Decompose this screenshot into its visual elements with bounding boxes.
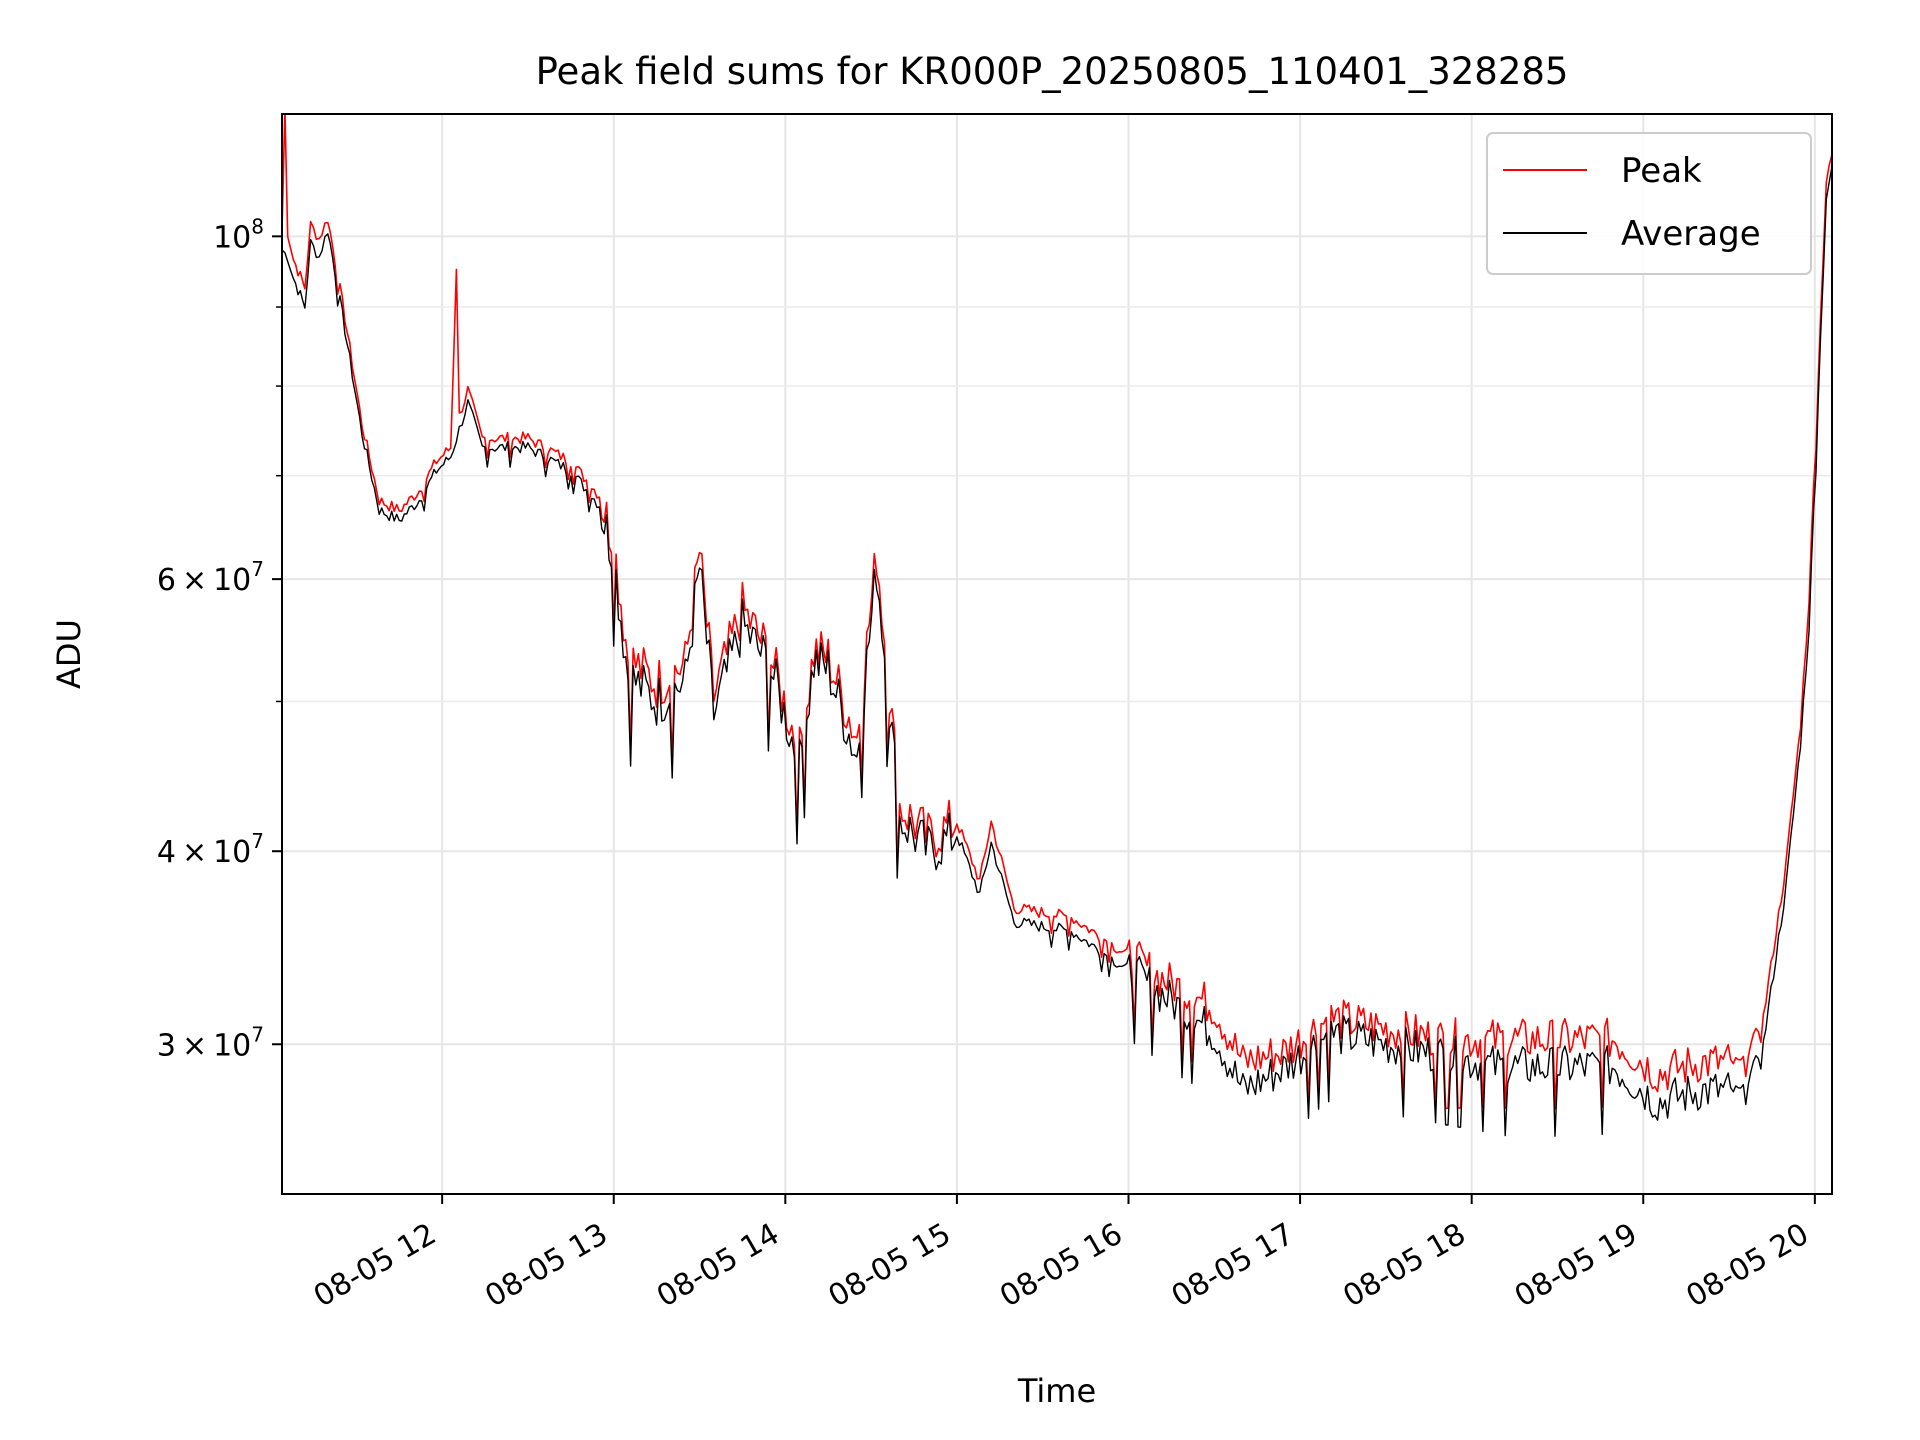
y-tick-label: 3 × 107 (157, 1022, 264, 1063)
legend: Peak Average (1486, 132, 1812, 275)
plot-area-frame (281, 113, 1833, 1195)
x-axis-label: Time (1017, 1372, 1096, 1410)
y-tick-label: 6 × 107 (157, 557, 264, 598)
y-tick-label: 4 × 107 (157, 829, 264, 870)
chart-title: Peak field sums for KR000P_20250805_1104… (536, 50, 1569, 93)
series-line-average (282, 166, 1832, 1137)
legend-box (1486, 132, 1812, 275)
legend-label-average: Average (1621, 214, 1761, 254)
y-tick-label: 108 (213, 214, 264, 255)
legend-label-peak: Peak (1621, 151, 1702, 191)
grid-lines (282, 114, 1832, 1194)
series-lines (282, 114, 1832, 1137)
y-axis-ticks: 3 × 107 4 × 107 6 × 107 108 (157, 214, 282, 1063)
series-line-peak (282, 114, 1832, 1110)
y-axis-label: ADU (50, 619, 88, 689)
